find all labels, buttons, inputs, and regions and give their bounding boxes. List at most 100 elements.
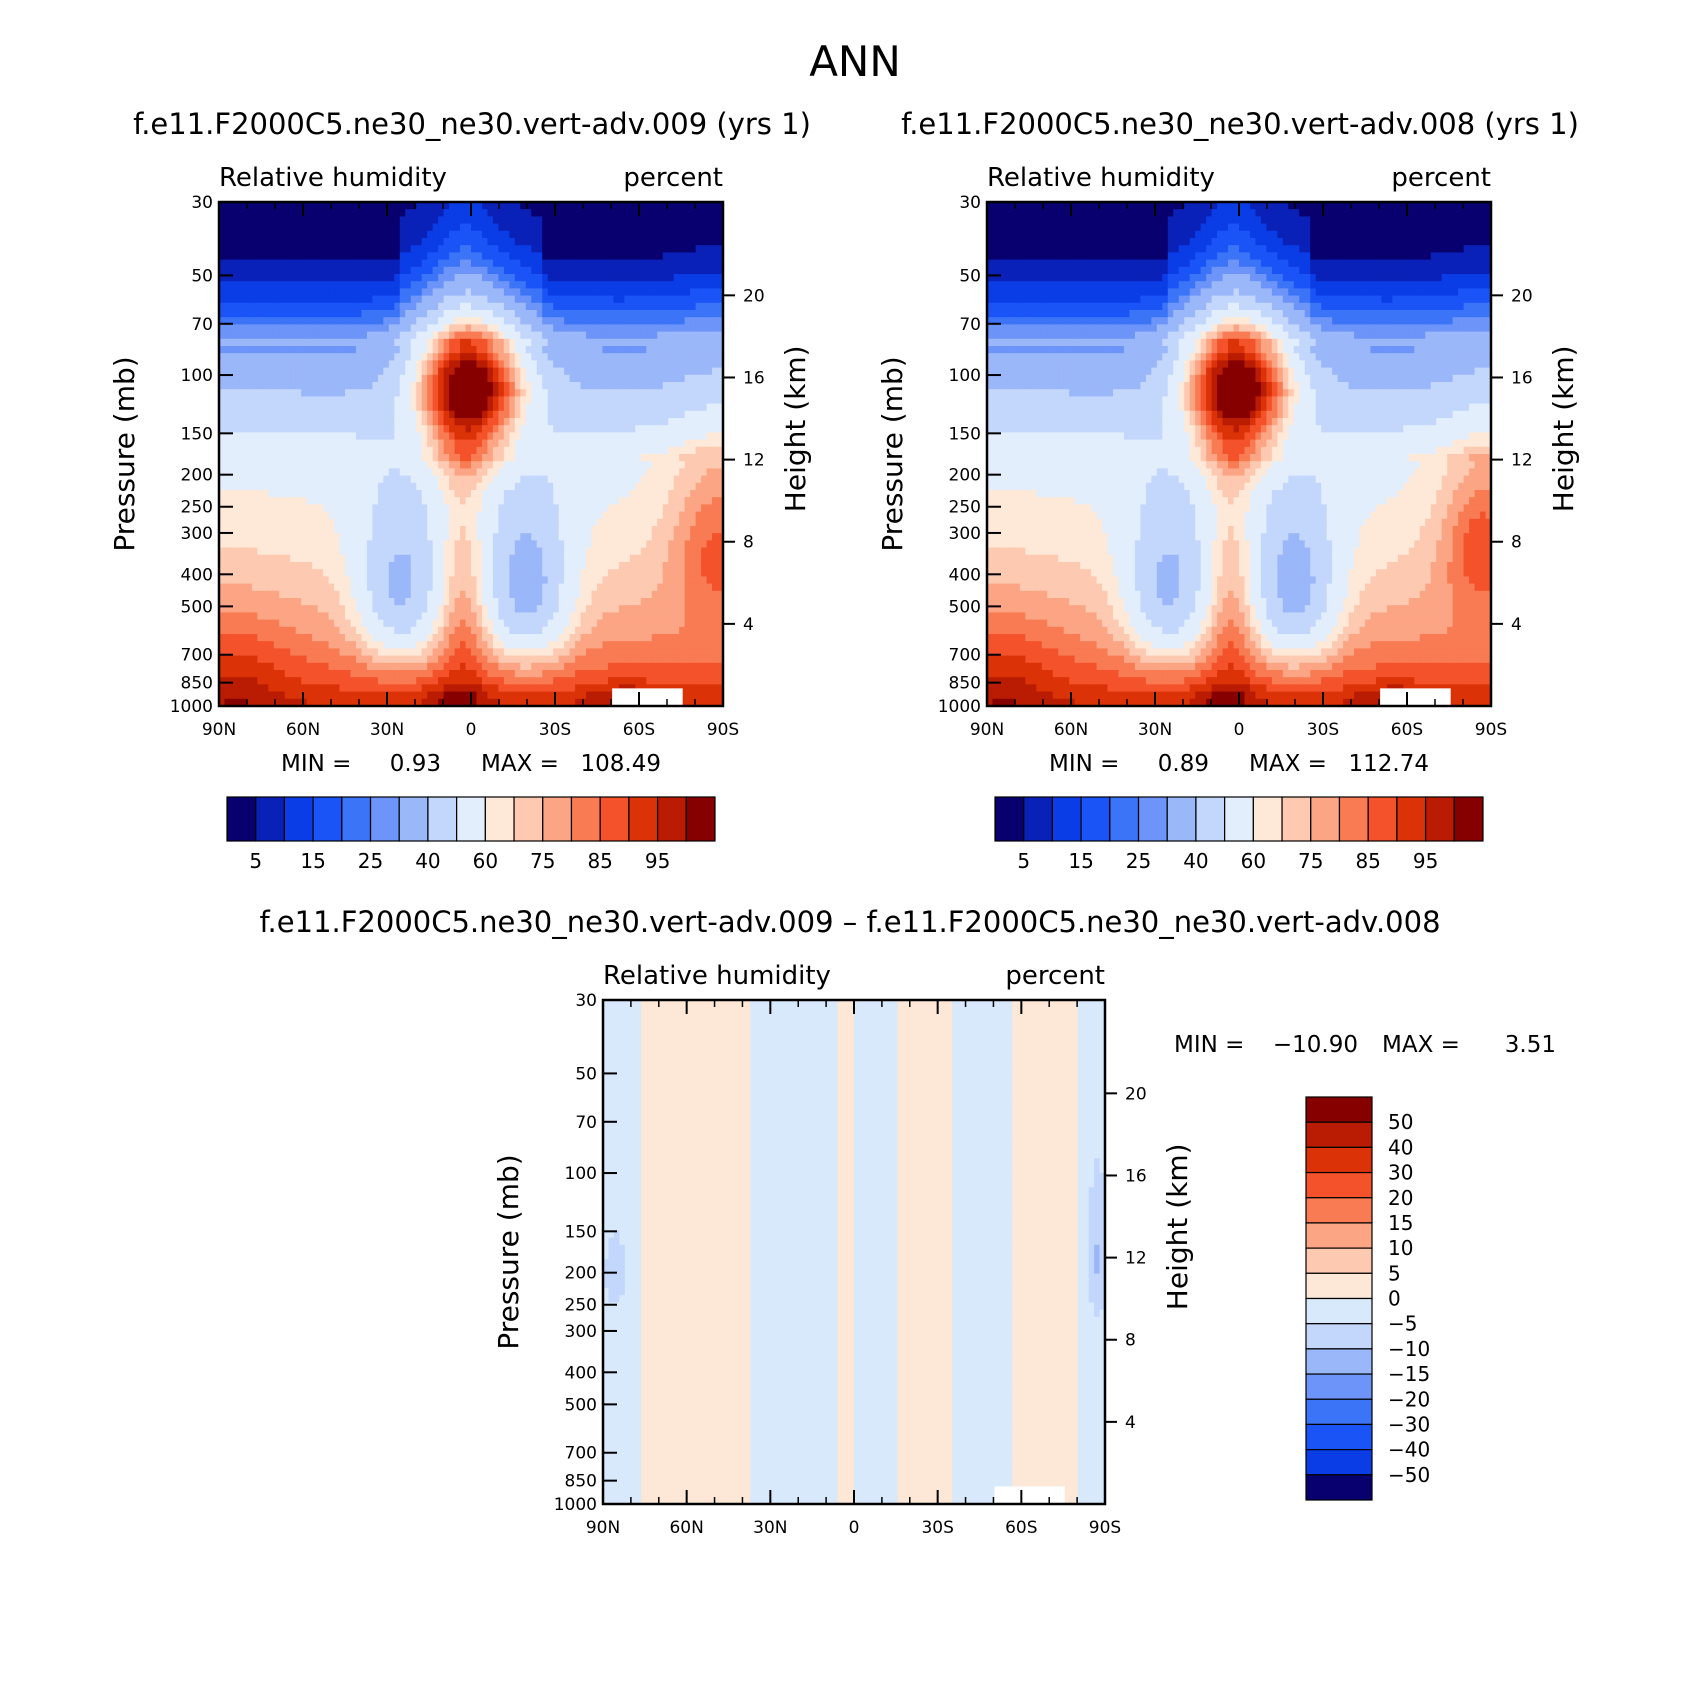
contour-cell [263,375,269,383]
contour-cell [394,339,400,347]
contour-cell [246,411,252,419]
contour-cell [263,555,269,563]
contour-cell [312,454,318,462]
contour-cell [515,432,521,440]
contour-cell [570,440,576,448]
contour-cell [685,231,691,239]
contour-cell [635,497,641,505]
contour-cell [307,396,313,404]
contour-cell [476,404,482,412]
contour-cell [460,260,466,268]
contour-cell [630,332,636,340]
contour-cell [531,440,537,448]
contour-cell [329,504,335,512]
contour-cell [400,389,406,397]
contour-cell [707,540,713,548]
contour-cell [307,317,313,325]
contour-cell [416,519,422,527]
contour-cell [679,353,685,361]
contour-cell [460,324,466,332]
contour-cell [624,548,630,556]
contour-cell [668,267,674,275]
contour-cell [559,267,565,275]
contour-cell [553,519,559,527]
contour-cell [246,526,252,534]
contour-cell [537,468,543,476]
contour-cell [257,353,263,361]
contour-cell [345,332,351,340]
contour-cell [613,490,619,498]
contour-cell [318,404,324,412]
contour-cell [531,562,537,570]
contour-cell [564,504,570,512]
contour-cell [674,238,680,246]
contour-cell [252,281,258,289]
contour-cell [641,447,647,455]
contour-cell [252,447,258,455]
contour-cell [520,310,526,318]
contour-cell [389,303,395,311]
contour-cell [422,360,428,368]
contour-cell [301,562,307,570]
contour-cell [246,483,252,491]
contour-cell [570,332,576,340]
contour-cell [608,296,614,304]
contour-cell [334,461,340,469]
contour-cell [416,476,422,484]
contour-cell [564,454,570,462]
contour-cell [329,267,335,275]
contour-cell [263,288,269,296]
contour-cell [570,360,576,368]
contour-cell [378,519,384,527]
contour-cell [246,296,252,304]
contour-cell [701,389,707,397]
contour-cell [422,260,428,268]
contour-cell [652,497,658,505]
contour-cell [455,339,461,347]
contour-cell [619,483,625,491]
contour-cell [674,562,680,570]
contour-cell [652,404,658,412]
contour-cell [476,540,482,548]
contour-cell [241,447,247,455]
contour-cell [329,260,335,268]
contour-cell [323,296,329,304]
contour-cell [438,548,444,556]
contour-cell [531,310,537,318]
contour-cell [696,476,702,484]
contour-cell [526,360,532,368]
contour-cell [542,490,548,498]
contour-cell [630,245,636,253]
contour-cell [329,209,335,217]
contour-cell [619,476,625,484]
contour-cell [301,224,307,232]
contour-cell [690,454,696,462]
contour-cell [416,504,422,512]
contour-cell [597,461,603,469]
contour-cell [663,353,669,361]
contour-cell [307,483,313,491]
contour-cell [307,548,313,556]
contour-cell [296,360,302,368]
contour-cell [290,483,296,491]
contour-cell [712,375,718,383]
contour-cell [619,303,625,311]
contour-cell [520,468,526,476]
contour-cell [279,483,285,491]
contour-cell [657,267,663,275]
contour-cell [334,310,340,318]
contour-cell [575,281,581,289]
contour-cell [586,468,592,476]
contour-cell [526,425,532,433]
contour-cell [329,231,335,239]
contour-cell [235,303,241,311]
contour-cell [668,245,674,253]
contour-cell [531,245,537,253]
contour-cell [389,382,395,390]
contour-cell [378,440,384,448]
contour-cell [553,339,559,347]
contour-cell [274,231,280,239]
contour-cell [334,440,340,448]
contour-cell [515,504,521,512]
contour-cell [630,411,636,419]
